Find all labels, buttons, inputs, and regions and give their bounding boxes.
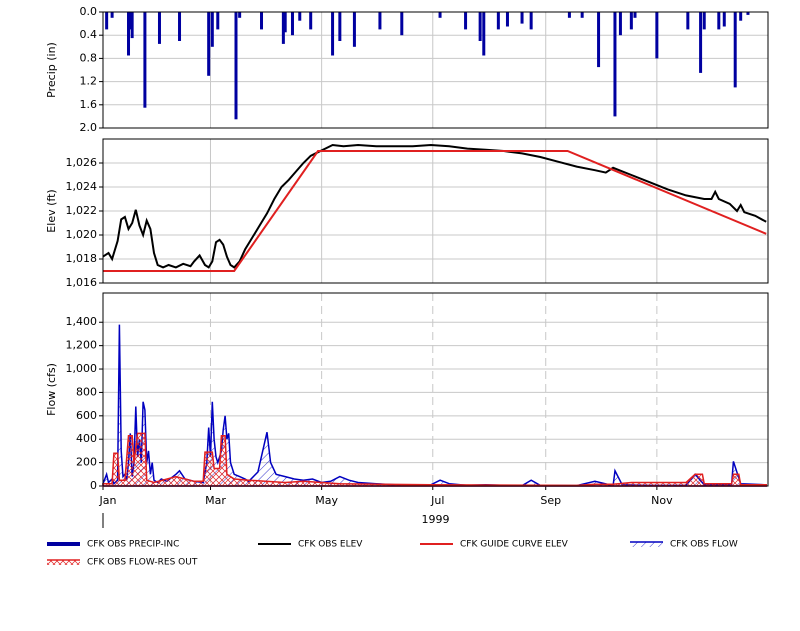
bar	[529, 12, 533, 30]
y-tick-label: 0	[90, 479, 97, 492]
bar	[520, 12, 524, 24]
y-tick-label: 1,020	[66, 228, 98, 241]
bar	[298, 12, 302, 21]
bar	[567, 12, 571, 18]
bar	[633, 12, 637, 18]
legend-swatch	[630, 542, 663, 547]
bar	[207, 12, 211, 76]
y-tick-label: 1,400	[66, 315, 98, 328]
y-tick-label: 1,018	[66, 252, 98, 265]
bar	[378, 12, 382, 30]
bar	[178, 12, 182, 41]
x-axis-label: 1999	[422, 513, 450, 526]
bar	[130, 12, 134, 39]
bar	[309, 12, 313, 30]
bar	[482, 12, 486, 56]
bar	[478, 12, 482, 41]
bar	[400, 12, 404, 36]
bar	[105, 12, 109, 30]
bar	[238, 12, 242, 18]
y-tick-label: 400	[76, 432, 97, 445]
bar	[143, 12, 147, 108]
bar	[128, 12, 132, 30]
legend-label: CFK OBS FLOW	[670, 540, 738, 550]
legend-swatch	[47, 560, 80, 565]
legend-label: CFK OBS ELEV	[298, 540, 363, 550]
y-tick-label: 800	[76, 385, 97, 398]
x-tick-label: Sep	[540, 494, 561, 507]
line	[102, 143, 767, 269]
x-tick-label: Mar	[205, 494, 226, 507]
bar	[505, 12, 509, 27]
bar	[699, 12, 703, 73]
panel: 1,016 1,018 1,020 1,022 1,024 1,026 Elev (ft)	[45, 138, 769, 289]
legend-label: CFK OBS PRECIP-INC	[87, 540, 179, 550]
bar	[702, 12, 706, 30]
bar	[438, 12, 442, 18]
bar	[352, 12, 356, 47]
plot-frame	[102, 11, 769, 129]
plot-area	[103, 12, 768, 128]
y-tick-label: 1.6	[80, 98, 98, 111]
area	[102, 432, 767, 487]
bar	[283, 12, 287, 33]
panel: 0 200 400 600 800 1,000 1,200 1,400 Jan Mar May Jul…	[45, 292, 769, 526]
y-tick-label: 1,200	[66, 339, 98, 352]
y-tick-label: 0.8	[80, 51, 98, 64]
bar	[331, 12, 335, 56]
bar	[464, 12, 468, 30]
bar	[127, 12, 131, 56]
y-tick-label: 1,016	[66, 276, 98, 289]
bar	[629, 12, 633, 30]
bar	[655, 12, 659, 59]
y-tick-label: 600	[76, 409, 97, 422]
panel: 0.0 0.4 0.8 1.2 1.6 2.0 Precip (in)	[45, 5, 769, 134]
bar	[722, 12, 726, 27]
plot-frame	[102, 138, 769, 284]
x-tick-label: May	[315, 494, 338, 507]
bar	[496, 12, 500, 30]
bar	[281, 12, 285, 44]
y-tick-label: 1,026	[66, 156, 98, 169]
bar	[210, 12, 214, 47]
x-tick-label: Nov	[651, 494, 673, 507]
legend-label: CFK OBS FLOW-RES OUT	[87, 558, 198, 568]
y-tick-label: 200	[76, 456, 97, 469]
bar	[739, 12, 743, 21]
y-tick-label: 1,024	[66, 180, 98, 193]
bar	[157, 12, 161, 44]
bar	[234, 12, 238, 120]
y-tick-label: 0.0	[80, 5, 98, 18]
bar	[613, 12, 617, 117]
bar	[597, 12, 601, 68]
y-tick-label: 1,022	[66, 204, 98, 217]
y-tick-label: 1,000	[66, 362, 98, 375]
bar	[260, 12, 264, 30]
x-tick-label: Jan	[99, 494, 117, 507]
y-tick-label: 2.0	[80, 121, 98, 134]
bar	[746, 12, 750, 15]
line	[103, 150, 767, 272]
y-tick-label: 1.2	[80, 75, 98, 88]
bar	[338, 12, 342, 41]
bar	[580, 12, 584, 18]
bar	[216, 12, 220, 30]
y-axis-label: Flow (cfs)	[45, 363, 58, 416]
y-tick-label: 0.4	[80, 28, 98, 41]
bar	[733, 12, 737, 88]
y-axis-label: Precip (in)	[45, 42, 58, 98]
bar	[717, 12, 721, 30]
bar	[110, 12, 114, 18]
bar	[290, 12, 294, 36]
y-axis-label: Elev (ft)	[45, 189, 58, 232]
bar	[618, 12, 622, 36]
x-tick-label: Jul	[430, 494, 444, 507]
bar	[686, 12, 690, 30]
plot-frame	[102, 292, 769, 487]
legend-label: CFK GUIDE CURVE ELEV	[460, 540, 569, 550]
